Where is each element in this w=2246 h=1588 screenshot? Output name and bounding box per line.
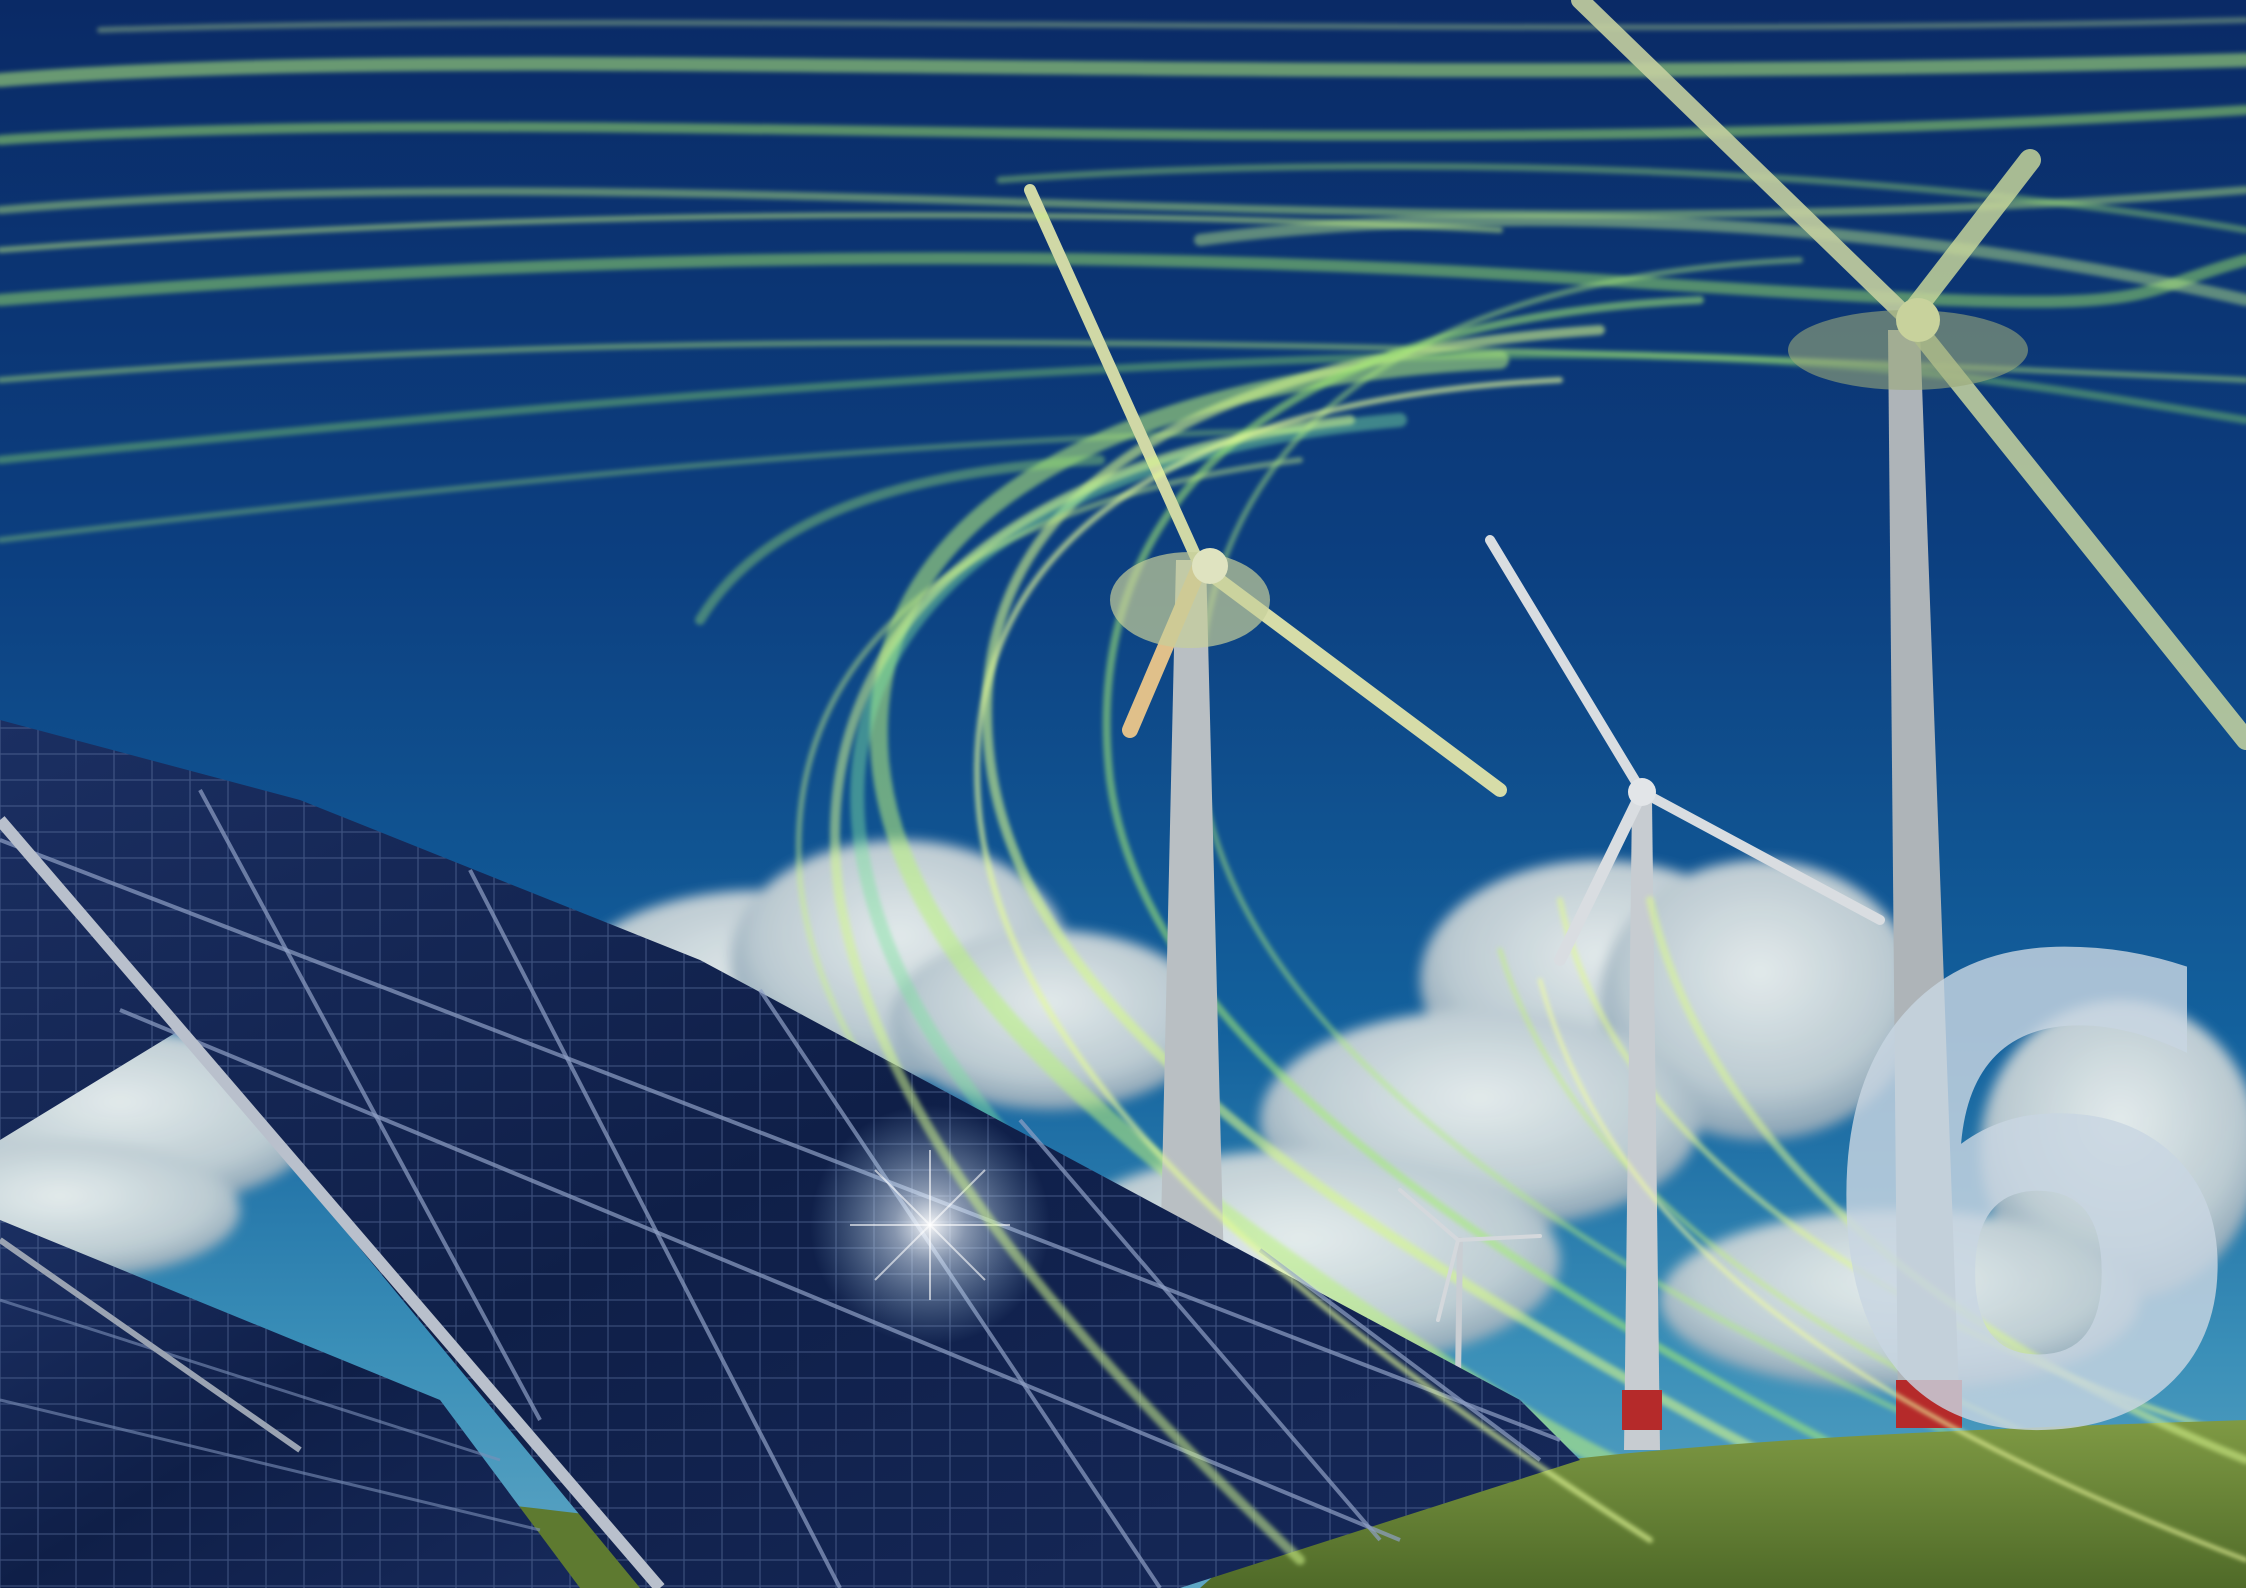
wind-turbine-icon [1571,0,2246,1428]
grass-field [1200,1420,2246,1588]
wind-turbine-icon [1024,184,1507,1270]
solar-panel-icon [0,1220,580,1588]
wind-turbine-icon [1398,1188,1542,1383]
solar-panel-icon [0,720,1580,1588]
panel-frame [0,816,665,1588]
wind-turbine-icon [1485,535,1885,1450]
